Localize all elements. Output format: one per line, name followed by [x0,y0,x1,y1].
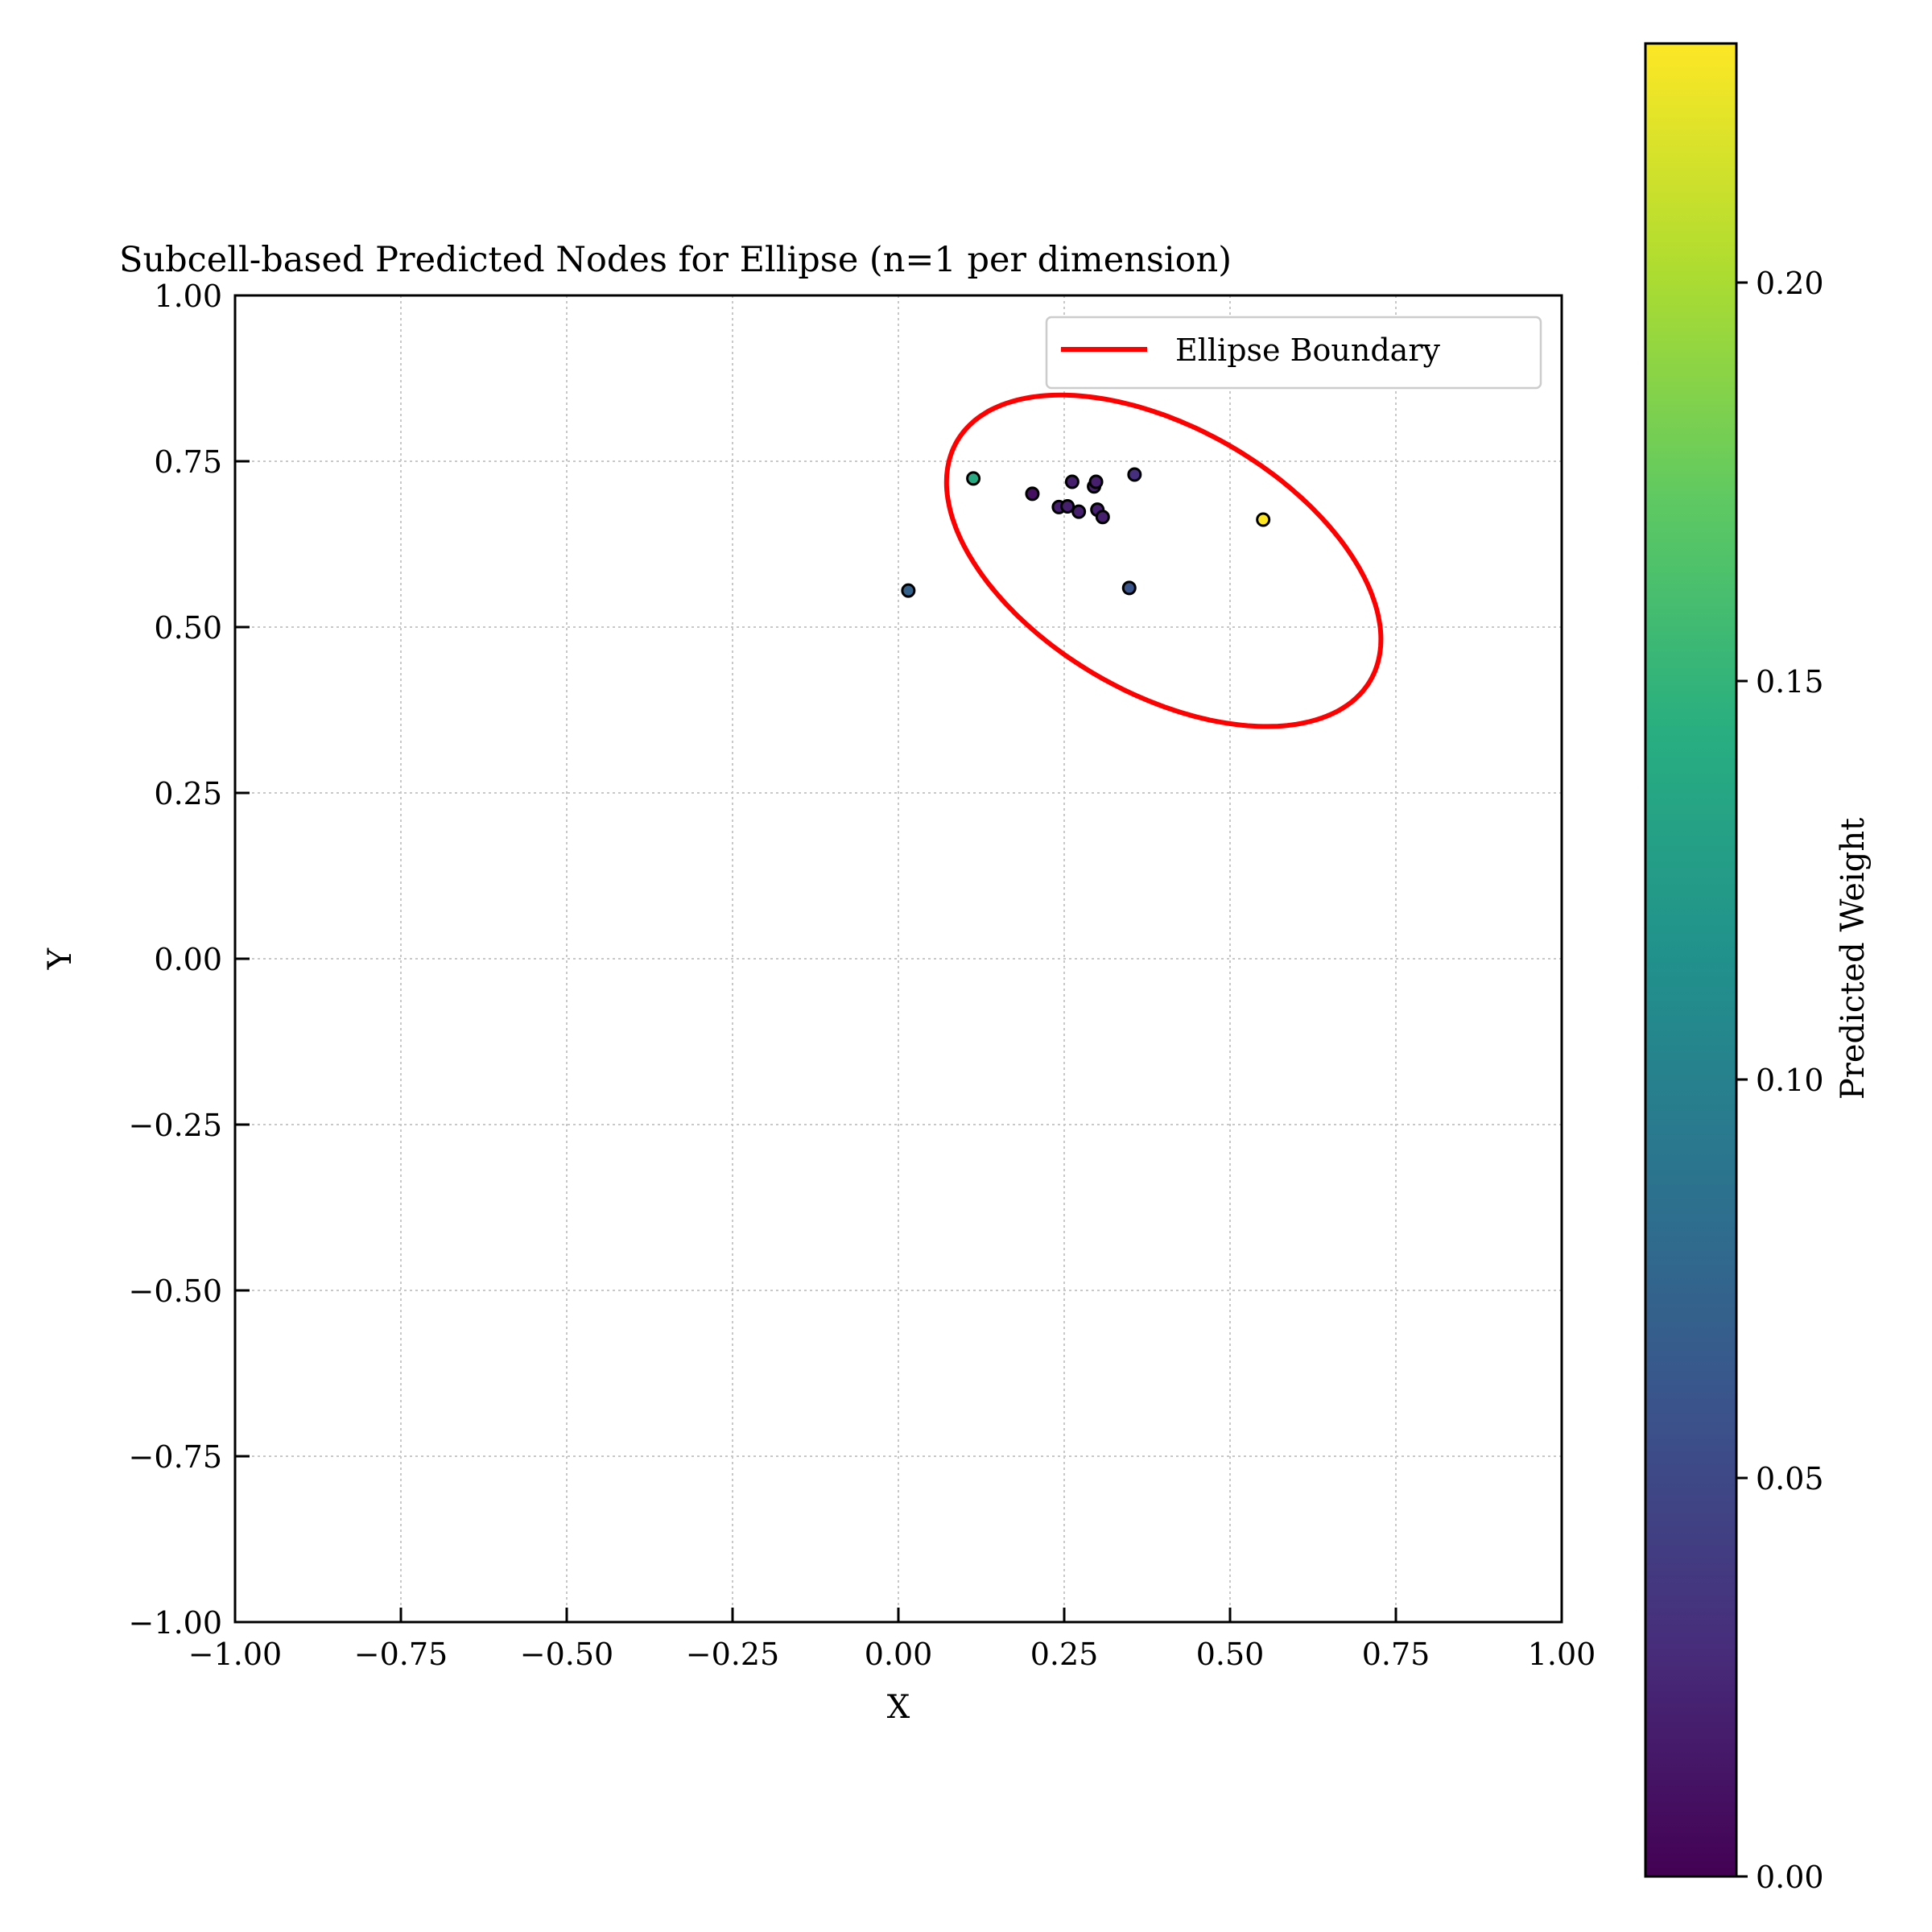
colorbar-label: Predicted Weight [1835,818,1872,1100]
y-tick-label: 0.25 [154,776,222,811]
data-point [1071,504,1087,519]
grid [234,295,1563,1623]
x-axis-label: X [887,1689,910,1726]
points-layer [901,467,1271,598]
y-tick-label: −0.25 [129,1108,222,1143]
data-point [1060,499,1075,514]
y-tick-label: −0.50 [129,1274,222,1309]
data-point [1127,467,1142,482]
data-point [1095,510,1110,525]
ellipse-boundary [943,392,1384,729]
x-axis: −1.00 −0.75 −0.50 −0.25 0.00 0.25 0.50 0.75 1.00 [188,1608,1596,1672]
chart-title: Subcell-based Predicted Nodes for Ellips… [119,240,1232,280]
x-tick-label: 0.75 [1362,1637,1430,1672]
colorbar-tick-label: 0.20 [1756,266,1824,301]
legend: Ellipse Boundary [1045,316,1542,390]
y-tick-label: −0.75 [129,1439,222,1475]
data-point [1256,512,1271,527]
colorbar [1644,42,1738,1878]
legend-box [1045,316,1542,390]
x-tick-label: 1.00 [1528,1637,1596,1672]
x-tick-label: −0.25 [686,1637,779,1672]
data-point [1025,486,1040,502]
colorbar-tick-label: 0.10 [1756,1063,1824,1098]
colorbar-ticks: 0.00 0.05 0.10 0.15 0.20 [1736,266,1824,1895]
x-tick-label: 0.00 [865,1637,933,1672]
x-tick-label: −1.00 [188,1637,282,1672]
data-point [901,583,916,598]
ellipse-layer [943,392,1384,729]
data-point [1064,474,1080,489]
y-tick-label: 0.50 [154,610,222,646]
data-point [1088,474,1104,489]
data-point [966,471,981,486]
y-axis: −1.00 −0.75 −0.50 −0.25 0.00 0.25 0.50 0.75 1.00 [129,279,250,1641]
data-point [1121,580,1137,596]
x-tick-label: 0.25 [1030,1637,1099,1672]
x-tick-label: 0.50 [1196,1637,1265,1672]
colorbar-tick-label: 0.05 [1756,1461,1824,1496]
legend-label: Ellipse Boundary [1175,332,1440,368]
y-tick-label: −1.00 [129,1605,222,1641]
colorbar-tick-label: 0.00 [1756,1860,1824,1895]
y-tick-label: 1.00 [154,279,222,314]
y-tick-label: 0.75 [154,444,222,480]
y-axis-label: Y [42,947,79,970]
colorbar-tick-label: 0.15 [1756,664,1824,700]
y-tick-label: 0.00 [154,942,222,977]
x-tick-label: −0.75 [354,1637,448,1672]
x-tick-label: −0.50 [520,1637,613,1672]
